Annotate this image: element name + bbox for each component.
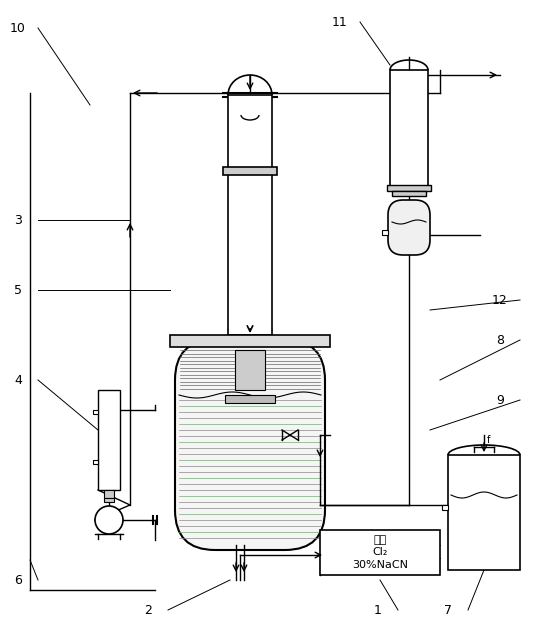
Bar — [223, 167, 277, 175]
Text: 9: 9 — [496, 394, 504, 406]
Circle shape — [95, 506, 123, 534]
Text: f: f — [487, 435, 490, 445]
Text: 30%NaCN: 30%NaCN — [352, 560, 408, 570]
Bar — [320, 530, 440, 575]
Text: 11: 11 — [332, 16, 348, 28]
Text: 5: 5 — [14, 284, 22, 296]
FancyBboxPatch shape — [388, 200, 430, 255]
Bar — [382, 230, 388, 235]
Text: 清水: 清水 — [374, 535, 386, 545]
Text: 2: 2 — [144, 604, 152, 616]
Bar — [98, 390, 120, 490]
Text: 10: 10 — [10, 21, 26, 35]
Bar — [93, 460, 98, 464]
Bar — [228, 95, 272, 335]
Text: 1: 1 — [374, 604, 382, 616]
Bar — [390, 70, 428, 190]
Text: 7: 7 — [444, 604, 452, 616]
Bar — [442, 505, 448, 510]
Bar — [387, 185, 431, 191]
Text: 4: 4 — [14, 374, 22, 387]
Text: Cl₂: Cl₂ — [373, 547, 388, 557]
Bar — [392, 191, 426, 196]
Bar — [225, 395, 275, 403]
Bar — [448, 455, 520, 570]
Bar — [104, 490, 114, 498]
Text: 6: 6 — [14, 573, 22, 586]
Bar — [104, 498, 114, 502]
Text: 3: 3 — [14, 214, 22, 226]
Bar — [93, 410, 98, 414]
FancyBboxPatch shape — [175, 340, 325, 550]
Text: 8: 8 — [496, 334, 504, 346]
Bar — [170, 335, 330, 347]
Text: 12: 12 — [492, 293, 508, 307]
Bar — [235, 350, 265, 390]
